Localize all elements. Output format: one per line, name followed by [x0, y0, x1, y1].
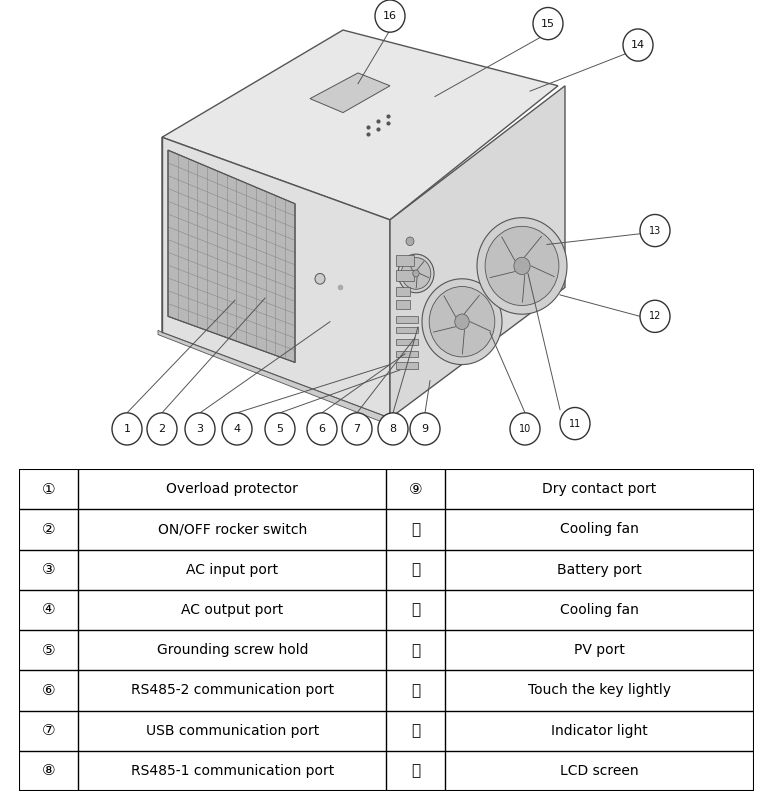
Text: ④: ④ — [42, 603, 56, 618]
Circle shape — [398, 254, 434, 293]
Text: Ⓜ: Ⓜ — [411, 723, 421, 738]
Text: Ⓙ: Ⓙ — [411, 603, 421, 618]
Text: ①: ① — [42, 482, 56, 497]
Text: 7: 7 — [353, 424, 360, 434]
Circle shape — [315, 273, 325, 284]
Bar — [396, 363, 418, 369]
Text: 13: 13 — [649, 226, 661, 235]
Text: 2: 2 — [158, 424, 165, 434]
Text: 6: 6 — [318, 424, 325, 434]
Circle shape — [265, 413, 295, 445]
Circle shape — [514, 258, 530, 274]
Text: LCD screen: LCD screen — [560, 764, 638, 778]
Text: Ⓚ: Ⓚ — [411, 642, 421, 657]
Circle shape — [640, 301, 670, 332]
Text: USB communication port: USB communication port — [145, 723, 319, 738]
Text: Battery port: Battery port — [557, 563, 642, 576]
Bar — [396, 351, 418, 357]
Text: ⑥: ⑥ — [42, 683, 56, 698]
Text: 10: 10 — [519, 424, 531, 434]
Text: ⑧: ⑧ — [42, 763, 56, 778]
Circle shape — [378, 413, 408, 445]
Circle shape — [112, 413, 142, 445]
Text: 5: 5 — [277, 424, 284, 434]
Bar — [396, 287, 410, 296]
Text: 9: 9 — [421, 424, 428, 434]
Circle shape — [413, 270, 419, 277]
Text: Overload protector: Overload protector — [166, 483, 298, 496]
Text: Touch the key lightly: Touch the key lightly — [528, 684, 671, 697]
Bar — [396, 301, 410, 308]
Circle shape — [307, 413, 337, 445]
Text: AC input port: AC input port — [186, 563, 278, 576]
Text: ⑨: ⑨ — [409, 482, 423, 497]
Polygon shape — [390, 86, 565, 418]
Circle shape — [455, 314, 469, 329]
Circle shape — [623, 29, 653, 61]
Polygon shape — [168, 150, 295, 363]
Text: 8: 8 — [390, 424, 397, 434]
Circle shape — [422, 279, 502, 365]
Text: ③: ③ — [42, 562, 56, 577]
Text: RS485-1 communication port: RS485-1 communication port — [131, 764, 334, 778]
Bar — [396, 255, 414, 266]
Polygon shape — [310, 73, 390, 113]
Circle shape — [375, 0, 405, 32]
Text: Grounding screw hold: Grounding screw hold — [157, 643, 308, 657]
Circle shape — [401, 258, 431, 289]
Bar — [396, 316, 418, 323]
Text: Indicator light: Indicator light — [551, 723, 648, 738]
Circle shape — [640, 215, 670, 246]
Circle shape — [560, 408, 590, 440]
Circle shape — [406, 237, 414, 246]
Text: PV port: PV port — [574, 643, 625, 657]
Circle shape — [410, 413, 440, 445]
Text: RS485-2 communication port: RS485-2 communication port — [131, 684, 334, 697]
Text: 14: 14 — [631, 40, 645, 50]
Text: 11: 11 — [569, 419, 581, 429]
Circle shape — [510, 413, 540, 445]
Circle shape — [342, 413, 372, 445]
Circle shape — [477, 218, 567, 314]
Text: 16: 16 — [383, 11, 397, 21]
Text: Ⓛ: Ⓛ — [411, 683, 421, 698]
Text: Ⓝ: Ⓝ — [411, 763, 421, 778]
Circle shape — [185, 413, 215, 445]
Text: Ⓘ: Ⓘ — [411, 562, 421, 577]
Polygon shape — [162, 138, 390, 418]
Text: 3: 3 — [196, 424, 203, 434]
Bar — [396, 327, 418, 333]
Bar — [396, 339, 418, 345]
Circle shape — [485, 227, 559, 305]
Polygon shape — [158, 330, 390, 424]
Text: 15: 15 — [541, 18, 555, 29]
Polygon shape — [162, 30, 558, 220]
Text: ⑤: ⑤ — [42, 642, 56, 657]
Text: 12: 12 — [649, 312, 661, 321]
Text: 1: 1 — [124, 424, 131, 434]
Text: Dry contact port: Dry contact port — [543, 483, 656, 496]
Text: Cooling fan: Cooling fan — [560, 603, 639, 617]
Circle shape — [533, 7, 563, 40]
Text: ⑦: ⑦ — [42, 723, 56, 738]
Text: AC output port: AC output port — [181, 603, 284, 617]
Bar — [396, 270, 414, 281]
Circle shape — [147, 413, 177, 445]
Circle shape — [222, 413, 252, 445]
Text: Cooling fan: Cooling fan — [560, 522, 639, 537]
Text: 4: 4 — [233, 424, 240, 434]
Circle shape — [429, 286, 495, 357]
Text: ON/OFF rocker switch: ON/OFF rocker switch — [158, 522, 307, 537]
Text: Ⓗ: Ⓗ — [411, 522, 421, 537]
Text: ②: ② — [42, 522, 56, 537]
